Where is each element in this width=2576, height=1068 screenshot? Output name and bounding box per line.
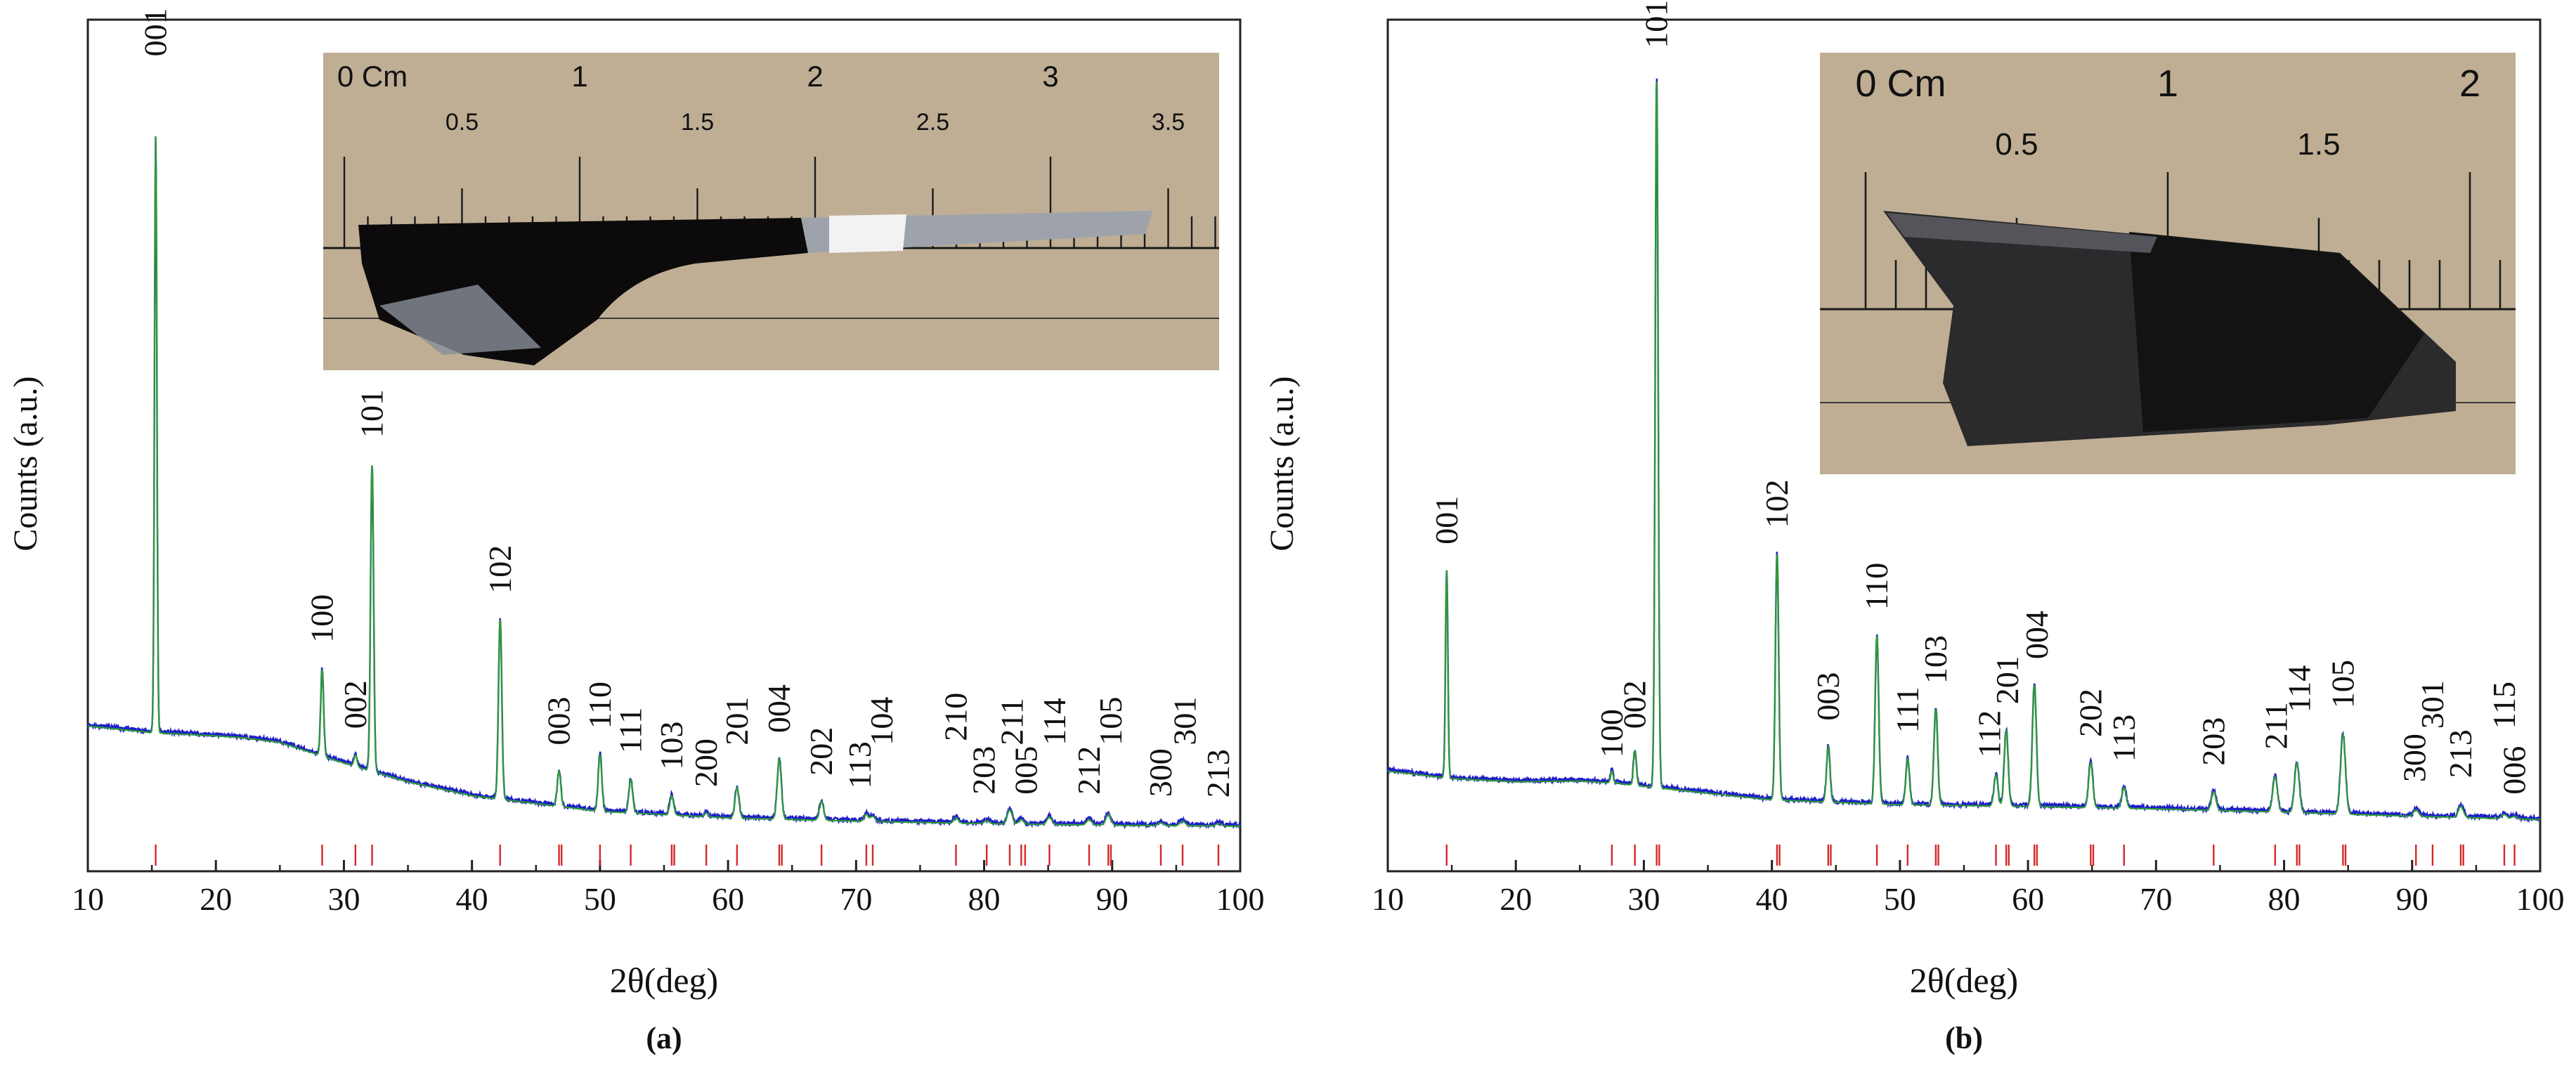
panel-a-ruler-minor-label: 2.5 bbox=[916, 109, 949, 136]
panel-b-ruler-major-label: 1 bbox=[2157, 63, 2178, 105]
panel-a-hkl-label: 200 bbox=[688, 738, 724, 787]
panel-b-x-tick-label: 30 bbox=[1627, 881, 1660, 917]
panel-a-x-tick-label: 40 bbox=[456, 881, 488, 917]
panel-a-hkl-label: 213 bbox=[1200, 749, 1236, 797]
panel-b-hkl-label: 113 bbox=[2106, 715, 2142, 762]
panel-a: Counts (a.u.) 2θ(deg) (a) 10 20 30 40 50 60 70… bbox=[7, 8, 1265, 1055]
panel-b-hkl-label: 004 bbox=[2019, 611, 2055, 659]
panel-b-x-tick-label: 40 bbox=[1756, 881, 1788, 917]
panel-a-label: (a) bbox=[646, 1021, 682, 1055]
panel-b-hkl-label: 115 bbox=[2486, 682, 2522, 729]
panel-a-ruler-minor-label: 3.5 bbox=[1152, 109, 1185, 136]
panel-a-hkl-label: 212 bbox=[1071, 746, 1107, 795]
panel-a-x-tick-label: 70 bbox=[840, 881, 872, 917]
panel-b-hkl-label: 002 bbox=[1617, 680, 1653, 729]
panel-b-hkl-label: 102 bbox=[1759, 479, 1795, 528]
panel-a-ruler-minor-label: 0.5 bbox=[445, 109, 479, 136]
panel-b-crystal-shadow bbox=[2129, 232, 2424, 432]
panel-a-crystal-highlight bbox=[829, 214, 906, 253]
panel-a-inset-photo: 0 Cm 1 2 3 0.5 1.5 2.5 3.5 bbox=[323, 53, 1219, 370]
panel-a-hkl-label: 203 bbox=[966, 746, 1002, 795]
panel-a-x-tick-label: 30 bbox=[327, 881, 360, 917]
panel-a-hkl-label: 105 bbox=[1093, 697, 1128, 745]
panel-a-hkl-label: 001 bbox=[138, 8, 174, 56]
panel-b-x-tick-label: 20 bbox=[1500, 881, 1532, 917]
panel-a-hkl-label: 114 bbox=[1036, 698, 1072, 745]
panel-a-hkl-label: 300 bbox=[1143, 748, 1178, 797]
panel-b-ruler-major-label: 2 bbox=[2459, 63, 2480, 105]
panel-b-ruler-minor-label: 0.5 bbox=[1995, 127, 2038, 162]
panel-a-hkl-label: 202 bbox=[803, 727, 839, 776]
panel-a-hkl-label: 111 bbox=[613, 708, 649, 754]
panel-b-hkl-label: 001 bbox=[1429, 496, 1464, 545]
panel-b-ylabel: Counts (a.u.) bbox=[1263, 376, 1301, 551]
panel-b-fit-line bbox=[1388, 82, 2540, 821]
panel-b-hkl-label: 101 bbox=[1639, 0, 1674, 48]
panel-a-hkl-label: 211 bbox=[994, 698, 1030, 745]
panel-a-ruler-major-label: 3 bbox=[1042, 60, 1058, 93]
panel-b-label: (b) bbox=[1945, 1021, 1983, 1055]
panel-a-crystal-reflection bbox=[379, 285, 541, 355]
panel-a-x-tick-label: 20 bbox=[200, 881, 232, 917]
panel-b-hkl-label: 111 bbox=[1889, 687, 1925, 734]
panel-a-x-tick-label: 60 bbox=[712, 881, 744, 917]
panel-b-xlabel: 2θ(deg) bbox=[1910, 960, 2018, 1000]
panel-b-crystal-edge bbox=[1887, 213, 2157, 253]
panel-a-hkl-label: 005 bbox=[1008, 746, 1044, 795]
panel-b-hkl-label: 112 bbox=[1971, 710, 2007, 757]
panel-a-hkl-label: 104 bbox=[864, 697, 899, 745]
panel-a-hkl-label: 110 bbox=[582, 682, 618, 729]
panel-a-hkl-label: 113 bbox=[842, 741, 878, 788]
panel-b-hkl-label: 202 bbox=[2072, 689, 2108, 737]
panel-b-hkl-label: 203 bbox=[2195, 717, 2231, 766]
panel-b-hkl-label: 105 bbox=[2324, 660, 2360, 708]
panel-b-x-tick-label: 60 bbox=[2012, 881, 2044, 917]
panel-a-hkl-label: 103 bbox=[653, 722, 689, 770]
panel-b-x-tick-label: 90 bbox=[2396, 881, 2428, 917]
panel-b-hkl-label: 114 bbox=[2281, 665, 2317, 712]
panel-a-ruler-major-label: 2 bbox=[807, 60, 823, 93]
panel-a-pattern-line bbox=[86, 136, 1241, 830]
panel-b-hkl-label: 201 bbox=[1989, 656, 2025, 704]
panel-a-xlabel: 2θ(deg) bbox=[610, 960, 718, 1000]
panel-a-x-tick-label: 100 bbox=[1216, 881, 1265, 917]
panel-a-hkl-label: 102 bbox=[482, 545, 518, 594]
panel-a-hkl-label: 100 bbox=[304, 594, 340, 643]
panel-a-ruler-major-label: 1 bbox=[571, 60, 587, 93]
panel-a-ruler-major-label: 0 Cm bbox=[337, 60, 408, 93]
panel-a-ylabel: Counts (a.u.) bbox=[7, 376, 44, 551]
panel-a-hkl-label: 004 bbox=[761, 684, 797, 733]
panel-b-hkl-label: 003 bbox=[1810, 672, 1846, 721]
panel-b-hkl-label: 006 bbox=[2497, 746, 2532, 795]
panel-b-x-tick-label: 10 bbox=[1372, 881, 1404, 917]
panel-b-ruler-minor-label: 1.5 bbox=[2297, 127, 2340, 162]
panel-a-ruler-minor-label: 1.5 bbox=[681, 109, 714, 136]
panel-b-hkl-label: 300 bbox=[2396, 734, 2432, 782]
panel-b-inset-photo: 0 Cm 1 2 0.5 1.5 bbox=[1820, 53, 2516, 474]
panel-a-hkl-label: 003 bbox=[541, 697, 577, 745]
panel-b-ruler-major-label: 0 Cm bbox=[1855, 63, 1946, 105]
panel-a-x-tick-label: 50 bbox=[584, 881, 616, 917]
panel-a-hkl-label: 210 bbox=[938, 693, 974, 741]
panel-a-fit-line bbox=[88, 136, 1240, 827]
panel-b-hkl-label: 103 bbox=[1918, 635, 1953, 684]
panel-b-x-tick-label: 100 bbox=[2516, 881, 2565, 917]
panel-a-hkl-label: 002 bbox=[337, 680, 373, 729]
panel-a-hkl-label: 101 bbox=[354, 389, 390, 438]
panel-a-x-tick-label: 10 bbox=[72, 881, 104, 917]
panel-b-hkl-label: 110 bbox=[1859, 563, 1894, 610]
panel-b-hkl-label: 211 bbox=[2258, 702, 2294, 749]
panel-b-x-tick-label: 50 bbox=[1884, 881, 1916, 917]
panel-b: Counts (a.u.) 2θ(deg) (b) 10 20 30 40 50 60 70… bbox=[1263, 0, 2565, 1055]
panel-b-hkl-label: 100 bbox=[1594, 709, 1629, 757]
panel-b-hkl-label: 301 bbox=[2414, 680, 2450, 729]
panel-a-x-tick-label: 80 bbox=[968, 881, 1001, 917]
panel-a-hkl-label: 301 bbox=[1167, 697, 1203, 745]
panel-b-hkl-label: 213 bbox=[2442, 729, 2478, 778]
panel-b-x-tick-label: 80 bbox=[2268, 881, 2301, 917]
panel-b-x-tick-label: 70 bbox=[2140, 881, 2172, 917]
panel-a-x-tick-label: 90 bbox=[1096, 881, 1128, 917]
panel-a-hkl-label: 201 bbox=[719, 697, 755, 745]
